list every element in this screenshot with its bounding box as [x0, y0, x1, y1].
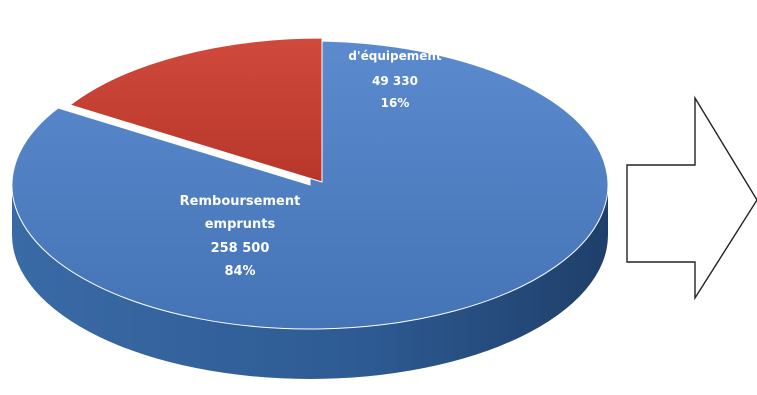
slice-label-line: Dépenses: [362, 27, 428, 41]
pie-slice: [11, 40, 609, 330]
slice-percent-label: 16%: [381, 96, 410, 110]
slice-label-depenses: Dépenses d'équipement 49 330 16%: [348, 27, 442, 110]
slice-label-line: Remboursement: [180, 194, 301, 209]
slice-value-label: 49 330: [372, 74, 418, 88]
slice-label-line: emprunts: [205, 217, 276, 232]
pie-group: [11, 37, 609, 379]
slice-value-label: 258 500: [211, 241, 270, 256]
slice-percent-label: 84%: [224, 264, 255, 279]
slice-label-line: d'équipement: [348, 49, 442, 63]
right-arrow-outline-icon: [626, 95, 757, 301]
pie-slice: [69, 37, 323, 183]
slice-label-remboursement: Remboursement emprunts 258 500 84%: [180, 194, 301, 279]
pie-slice-side: [12, 185, 608, 379]
